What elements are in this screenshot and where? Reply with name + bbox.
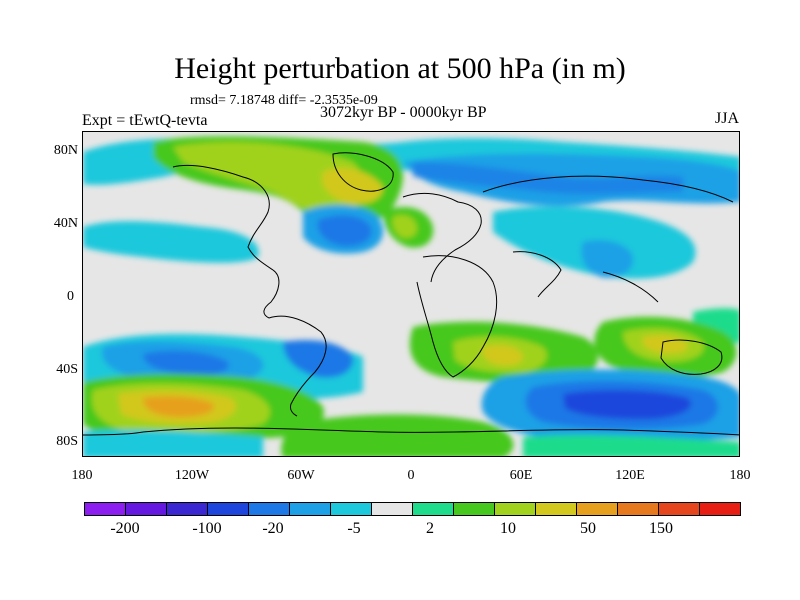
height-perturbation-map bbox=[83, 132, 739, 456]
colorbar-label: -5 bbox=[347, 520, 361, 537]
colorbar-label: 2 bbox=[426, 520, 434, 537]
colorbar-label: -20 bbox=[262, 520, 284, 537]
season-label: JJA bbox=[715, 110, 740, 127]
lon-label-120e: 120E bbox=[615, 468, 645, 483]
colorbar bbox=[84, 502, 741, 516]
period-label: 3072kyr BP - 0000kyr BP bbox=[320, 104, 487, 121]
colorbar-label: 10 bbox=[500, 520, 516, 537]
colorbar-label: 50 bbox=[580, 520, 596, 537]
lon-label-60e: 60E bbox=[509, 468, 533, 483]
colorbar-swatch bbox=[495, 503, 536, 515]
lat-label-40n: 40N bbox=[53, 216, 78, 231]
lon-label-60w: 60W bbox=[287, 468, 315, 483]
colorbar-label: -200 bbox=[110, 520, 140, 537]
colorbar-swatch bbox=[577, 503, 618, 515]
colorbar-swatch bbox=[413, 503, 454, 515]
colorbar-swatch bbox=[208, 503, 249, 515]
experiment-label: Expt = tEwtQ-tevta bbox=[82, 112, 208, 129]
lon-label-120w: 120W bbox=[174, 468, 210, 483]
colorbar-swatch bbox=[659, 503, 700, 515]
lat-label-80n: 80N bbox=[53, 143, 78, 158]
lon-label-0: 0 bbox=[407, 468, 415, 483]
map-panel bbox=[82, 131, 740, 457]
colorbar-swatch bbox=[454, 503, 495, 515]
colorbar-swatch bbox=[249, 503, 290, 515]
lon-label-180w: 180 bbox=[71, 468, 93, 483]
lat-label-40s: 40S bbox=[56, 362, 78, 377]
colorbar-swatch bbox=[618, 503, 659, 515]
colorbar-swatch bbox=[85, 503, 126, 515]
colorbar-swatch bbox=[290, 503, 331, 515]
colorbar-swatch bbox=[126, 503, 167, 515]
lat-label-80s: 80S bbox=[56, 434, 78, 449]
colorbar-swatch bbox=[372, 503, 413, 515]
colorbar-swatch bbox=[167, 503, 208, 515]
lon-label-180e: 180 bbox=[729, 468, 751, 483]
colorbar-label: 150 bbox=[649, 520, 673, 537]
colorbar-swatch bbox=[331, 503, 372, 515]
colorbar-label: -100 bbox=[192, 520, 222, 537]
colorbar-swatch bbox=[700, 503, 740, 515]
plot-title: Height perturbation at 500 hPa (in m) bbox=[174, 52, 626, 85]
stats-text: rmsd= 7.18748 diff= -2.3535e-09 bbox=[190, 93, 378, 108]
lat-label-0: 0 bbox=[67, 289, 74, 304]
colorbar-swatch bbox=[536, 503, 577, 515]
